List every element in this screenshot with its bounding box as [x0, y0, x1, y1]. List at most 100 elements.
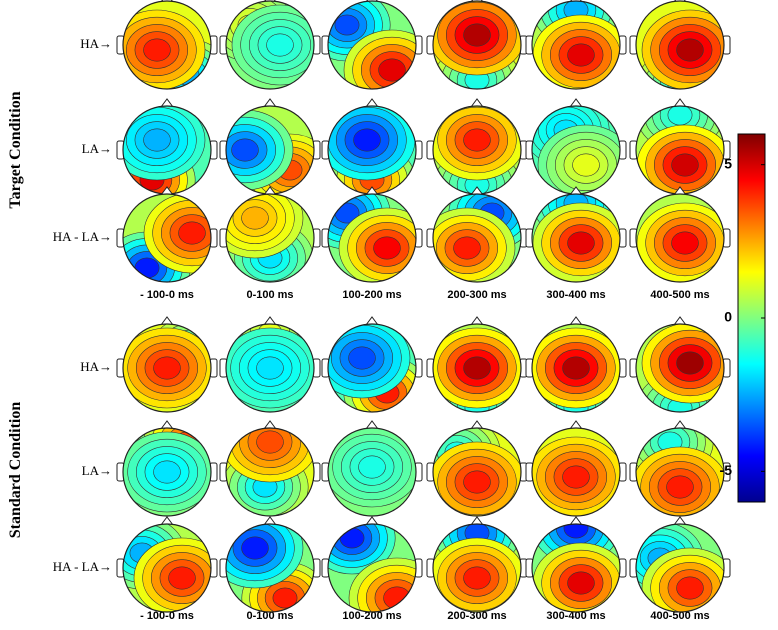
contour — [676, 38, 704, 62]
map — [328, 1, 416, 89]
topomap — [219, 0, 321, 90]
head — [327, 523, 417, 613]
contour — [256, 430, 284, 454]
row-label: LA→ — [82, 141, 112, 156]
contour — [562, 356, 590, 380]
contour — [353, 128, 381, 152]
time-label: 100-200 ms — [342, 610, 401, 622]
map — [123, 428, 211, 516]
contour — [463, 470, 491, 494]
nose — [673, 98, 687, 108]
time-label: - 100-0 ms — [140, 289, 194, 301]
map — [328, 106, 416, 194]
map — [328, 194, 416, 282]
nose — [160, 98, 174, 108]
topomap — [116, 420, 218, 517]
topomap — [525, 420, 627, 517]
map — [532, 194, 620, 282]
topomap — [426, 186, 528, 283]
time-label: 0-100 ms — [246, 610, 293, 622]
contour — [463, 356, 491, 380]
topomap — [525, 186, 627, 283]
contour — [562, 465, 590, 489]
nose — [569, 316, 583, 326]
row-label: HA→ — [80, 36, 112, 51]
head — [432, 427, 522, 517]
topomap — [525, 316, 627, 413]
map — [636, 428, 724, 516]
contour — [241, 536, 269, 560]
map — [123, 1, 211, 89]
time-label: 100-200 ms — [342, 289, 401, 301]
head — [432, 0, 522, 90]
contour — [567, 43, 595, 67]
head — [432, 523, 522, 613]
contour — [463, 128, 491, 152]
contour — [378, 58, 406, 82]
time-label: 300-400 ms — [546, 610, 605, 622]
row-label: HA - LA→ — [53, 229, 112, 244]
head — [225, 0, 315, 90]
nose — [673, 420, 687, 430]
map — [226, 524, 314, 612]
map — [433, 324, 521, 412]
topomap — [219, 316, 321, 413]
contour — [572, 153, 600, 177]
nose — [365, 516, 379, 526]
head — [327, 427, 417, 517]
contour — [178, 221, 206, 245]
head — [531, 427, 621, 517]
nose — [569, 186, 583, 196]
head — [531, 323, 621, 413]
contour — [134, 257, 160, 279]
topomap — [426, 0, 528, 90]
topomap — [426, 316, 528, 413]
head — [122, 323, 212, 413]
contour — [676, 576, 704, 600]
contour — [676, 351, 704, 375]
map — [226, 428, 314, 516]
topomap — [321, 98, 423, 195]
map — [328, 324, 416, 412]
map — [226, 324, 314, 412]
nose — [263, 316, 277, 326]
topomap — [426, 516, 528, 613]
topomap — [321, 316, 423, 413]
nose — [160, 516, 174, 526]
head — [531, 0, 621, 90]
nose — [470, 420, 484, 430]
head — [635, 523, 725, 613]
map — [532, 324, 620, 412]
contour — [143, 128, 171, 152]
topomap — [219, 420, 321, 517]
head — [122, 427, 212, 517]
map — [433, 428, 521, 516]
contour — [256, 356, 284, 380]
contour — [671, 153, 699, 177]
contour — [383, 586, 411, 610]
map — [328, 524, 416, 612]
condition-label: Standard Condition — [7, 402, 24, 539]
nose — [263, 420, 277, 430]
topomap — [525, 98, 627, 195]
contour — [358, 455, 386, 479]
colorbar — [737, 133, 766, 503]
topomap — [426, 98, 528, 195]
map — [123, 324, 211, 412]
contour — [143, 38, 171, 62]
topomap — [219, 516, 321, 613]
head — [225, 427, 315, 517]
head — [122, 0, 212, 90]
nose — [263, 516, 277, 526]
nose — [160, 420, 174, 430]
map — [636, 106, 724, 194]
nose — [569, 420, 583, 430]
nose — [365, 316, 379, 326]
topomap — [426, 420, 528, 517]
row-label: HA - LA→ — [53, 559, 112, 574]
map — [433, 524, 521, 612]
nose — [365, 420, 379, 430]
nose — [263, 186, 277, 196]
contour — [339, 527, 365, 549]
topomap — [321, 420, 423, 517]
